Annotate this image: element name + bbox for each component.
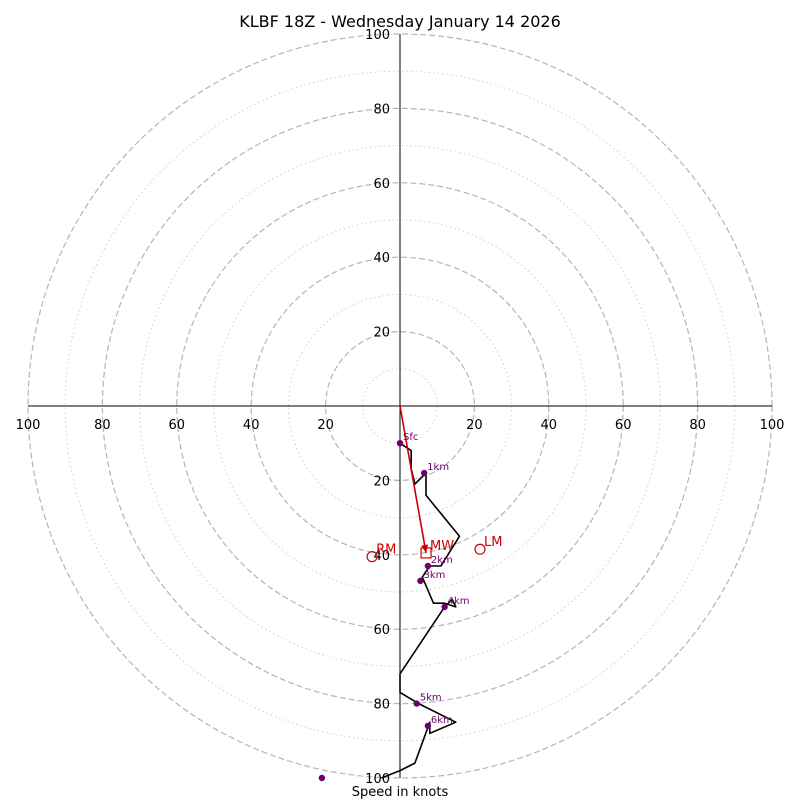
storm-motion-mw-label: MW xyxy=(430,539,454,554)
storm-motion-lm-label: LM xyxy=(484,535,502,550)
height-marker-point xyxy=(424,562,432,570)
axis-tick-label: 40 xyxy=(243,418,260,433)
storm-motion-mw-marker xyxy=(420,547,432,559)
hodograph-trace xyxy=(381,442,461,779)
height-markers: Sfc 1km 2km 3km 4km 5km 6km xyxy=(318,432,470,782)
axis-tick-label: 80 xyxy=(373,102,390,117)
height-marker-label: 3km xyxy=(423,570,445,581)
height-marker-point xyxy=(441,603,448,611)
axis-tick-label: 100 xyxy=(365,28,390,43)
height-marker-point xyxy=(424,722,432,730)
axis-tick-label: 80 xyxy=(689,418,706,433)
axis-tick-label: 100 xyxy=(16,418,41,433)
x-axis-label: Speed in knots xyxy=(352,785,449,800)
axis-tick-label: 20 xyxy=(317,418,334,433)
height-marker-point xyxy=(413,700,420,707)
axis-tick-label: 100 xyxy=(760,418,785,433)
height-marker-point xyxy=(420,469,428,477)
height-marker-label: 2km xyxy=(431,555,453,566)
height-marker-point xyxy=(318,774,326,782)
axis-tick-label: 40 xyxy=(541,418,558,433)
height-marker-label: 6km xyxy=(431,715,453,726)
axis-tick-label: 60 xyxy=(169,418,186,433)
axis-tick-label: 20 xyxy=(373,326,390,341)
storm-motion-lm-marker xyxy=(474,543,486,555)
chart-title: KLBF 18Z - Wednesday January 14 2026 xyxy=(239,12,561,31)
axis-tick-label: 60 xyxy=(373,177,390,192)
height-marker-label: Sfc xyxy=(403,432,418,443)
height-marker-label: 5km xyxy=(420,693,442,704)
axis-tick-label: 100 xyxy=(365,772,390,787)
height-marker-point xyxy=(417,577,424,585)
axis-tick-label: 40 xyxy=(373,251,390,266)
axis-tick-label: 20 xyxy=(466,418,483,433)
axis-tick-label: 40 xyxy=(373,549,390,564)
height-marker-label: 1km xyxy=(427,462,449,473)
mean-wind-arrowhead xyxy=(421,544,429,553)
axis-tick-label: 80 xyxy=(373,698,390,713)
storm-motion-rm-label: RM xyxy=(376,543,396,558)
axis-tick-label: 80 xyxy=(94,418,111,433)
height-marker-label: 4km xyxy=(448,596,470,607)
mean-wind-vector xyxy=(399,405,427,554)
storm-motion-rm-marker xyxy=(366,551,378,563)
axis-tick-label: 60 xyxy=(615,418,632,433)
hodograph-line xyxy=(381,442,461,779)
height-marker-point xyxy=(396,440,404,447)
axis-tick-label: 20 xyxy=(373,474,390,489)
storm-motion-markers: RM LM MW xyxy=(366,405,502,563)
axis-tick-labels: 20 20 20 20 40 40 40 40 60 60 60 60 80 80 80 80 100 100 10… xyxy=(16,28,785,787)
axis-tick-label: 60 xyxy=(373,623,390,638)
